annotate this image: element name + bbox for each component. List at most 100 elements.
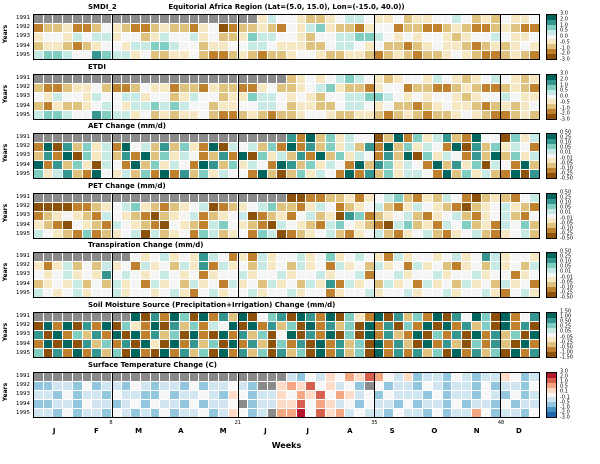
heatmap-cell xyxy=(403,289,413,297)
heatmap-cell xyxy=(403,409,413,417)
heatmap-cell xyxy=(228,212,238,220)
heatmap-cell xyxy=(150,42,160,50)
heatmap-cell xyxy=(43,313,53,321)
heatmap-cell xyxy=(111,349,121,357)
heatmap-cell xyxy=(462,93,471,101)
heatmap-cell xyxy=(345,152,355,160)
heatmap-cell xyxy=(423,289,432,297)
heatmap-cell xyxy=(179,203,189,211)
heatmap-cell xyxy=(355,271,364,279)
heatmap-cell xyxy=(462,170,471,178)
heatmap-cell xyxy=(355,313,364,321)
colorbar-segment xyxy=(547,163,556,169)
heatmap-cell xyxy=(160,289,170,297)
heatmap-cell xyxy=(394,51,403,59)
heatmap-cell xyxy=(179,102,189,110)
heatmap-cell xyxy=(82,340,92,348)
heatmap-cell xyxy=(442,33,452,41)
heatmap-cell xyxy=(316,289,325,297)
heatmap-cell xyxy=(189,51,199,59)
heatmap-cell xyxy=(423,152,432,160)
heatmap-cell xyxy=(34,349,43,357)
heatmap-cell xyxy=(481,102,491,110)
heatmap-cell xyxy=(520,33,530,41)
heatmap-cell xyxy=(471,322,481,330)
heatmap-cell xyxy=(374,24,384,32)
heatmap-cell xyxy=(345,391,355,399)
heatmap-cell xyxy=(491,322,501,330)
heatmap-cell xyxy=(170,322,179,330)
heatmap-cell xyxy=(452,230,462,238)
heatmap-cell xyxy=(501,373,510,381)
heatmap-cell xyxy=(296,143,306,151)
heatmap-cell xyxy=(384,42,394,50)
heatmap-cell xyxy=(82,212,92,220)
heatmap-cell xyxy=(111,42,121,50)
heatmap-cell xyxy=(34,170,43,178)
heatmap-cell xyxy=(530,262,539,270)
heatmap-cell xyxy=(423,382,432,390)
heatmap-cell xyxy=(63,134,72,142)
colorbar-tick-label: -0.25 xyxy=(560,170,573,177)
colorbar-segment xyxy=(547,377,556,383)
heatmap-cell xyxy=(228,134,238,142)
heatmap-cell xyxy=(316,170,325,178)
heatmap-cell xyxy=(170,33,179,41)
heatmap-cell xyxy=(82,194,92,202)
heatmap-cell xyxy=(520,42,530,50)
heatmap-cell xyxy=(510,289,520,297)
heatmap-cell xyxy=(335,152,345,160)
heatmap-cell xyxy=(481,331,491,339)
heatmap-cell xyxy=(277,253,286,261)
heatmap-cell xyxy=(160,93,170,101)
heatmap-cell xyxy=(102,194,111,202)
heatmap-cell xyxy=(432,134,442,142)
heatmap xyxy=(33,133,540,179)
heatmap-cell xyxy=(53,203,63,211)
heatmap-cell xyxy=(510,15,520,23)
heatmap-cell xyxy=(102,331,111,339)
heatmap-cell xyxy=(92,93,102,101)
heatmap-cell xyxy=(374,212,384,220)
heatmap-cell xyxy=(111,152,121,160)
heatmap-cell xyxy=(160,382,170,390)
heatmap-cell xyxy=(179,253,189,261)
heatmap-cell xyxy=(355,194,364,202)
heatmap-cell xyxy=(150,24,160,32)
heatmap-cell xyxy=(403,75,413,83)
heatmap-cell xyxy=(325,262,335,270)
heatmap-cell xyxy=(170,373,179,381)
heatmap-cell xyxy=(141,313,150,321)
heatmap-cell xyxy=(286,212,296,220)
heatmap-cell xyxy=(257,134,267,142)
heatmap-cell xyxy=(150,313,160,321)
heatmap-cell xyxy=(102,75,111,83)
heatmap-cell xyxy=(491,152,501,160)
colorbar-tick-label: 0.25 xyxy=(560,134,572,141)
heatmap-cell xyxy=(501,111,510,119)
heatmap-cell xyxy=(34,289,43,297)
heatmap-cell xyxy=(462,194,471,202)
heatmap-cell xyxy=(179,143,189,151)
colorbar-segment xyxy=(547,262,556,268)
heatmap-cell xyxy=(141,75,150,83)
week-gridline xyxy=(237,373,239,417)
heatmap-cell xyxy=(53,373,63,381)
week-gridline xyxy=(500,373,502,417)
heatmap-cell xyxy=(520,313,530,321)
heatmap-cell xyxy=(530,382,539,390)
heatmap-cell xyxy=(102,143,111,151)
heatmap-cell xyxy=(442,271,452,279)
heatmap-cell xyxy=(452,280,462,288)
panel-surface-temperature-change: Surface Temperature Change (C) Years 1991 1… xyxy=(0,360,600,420)
heatmap-cell xyxy=(501,391,510,399)
heatmap-cell xyxy=(199,102,209,110)
heatmap-cell xyxy=(238,51,248,59)
heatmap-cell xyxy=(72,24,82,32)
heatmap-cell xyxy=(102,161,111,169)
heatmap-cell xyxy=(501,75,510,83)
heatmap-cell xyxy=(179,212,189,220)
heatmap-cell xyxy=(199,391,209,399)
heatmap-cell xyxy=(82,373,92,381)
heatmap-cell xyxy=(228,262,238,270)
